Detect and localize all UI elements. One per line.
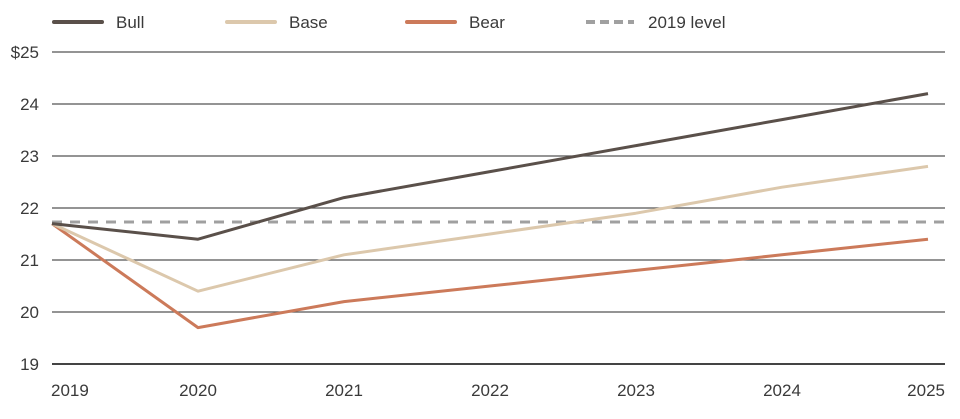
series-line-base [51,164,929,293]
x-tick-label: 2022 [471,381,509,400]
legend-label-bear: Bear [469,13,505,32]
y-tick-label: 23 [20,147,39,166]
series-line-bear [51,222,929,330]
legend-label-2019-level: 2019 level [648,13,726,32]
legend-label-bull: Bull [116,13,144,32]
series-line-bull [51,92,929,241]
x-tick-label: 2019 [51,381,89,400]
y-tick-label: 22 [20,199,39,218]
x-tick-label: 2021 [325,381,363,400]
x-tick-label: 2024 [763,381,801,400]
y-tick-label: 20 [20,303,39,322]
x-tick-label: 2025 [907,381,945,400]
legend-label-base: Base [289,13,328,32]
y-tick-label: 21 [20,251,39,270]
x-tick-label: 2023 [617,381,655,400]
y-tick-label: 19 [20,355,39,374]
y-tick-label: $25 [11,43,39,62]
x-tick-label: 2020 [179,381,217,400]
y-tick-label: 24 [20,95,39,114]
